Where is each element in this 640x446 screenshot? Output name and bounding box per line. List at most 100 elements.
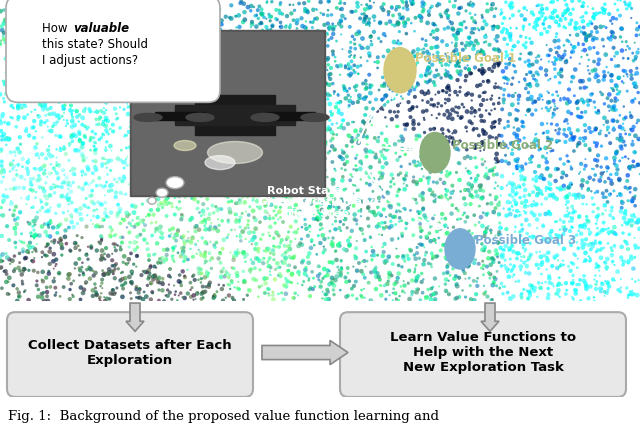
Point xyxy=(499,140,509,147)
Point xyxy=(488,259,499,266)
Point xyxy=(500,142,511,149)
Point xyxy=(97,201,107,208)
Point xyxy=(633,161,640,169)
Point xyxy=(301,191,312,198)
Point xyxy=(607,20,617,27)
Point xyxy=(389,38,399,45)
Point xyxy=(541,184,552,191)
Point xyxy=(454,249,465,256)
Point xyxy=(442,12,452,20)
Point xyxy=(365,207,375,215)
Point xyxy=(237,78,248,85)
Point xyxy=(201,267,211,274)
Point xyxy=(172,101,182,108)
Point xyxy=(177,211,187,218)
Point xyxy=(577,222,588,229)
Point xyxy=(307,76,317,83)
Point xyxy=(434,194,444,201)
Point xyxy=(58,7,68,14)
Point xyxy=(493,24,503,31)
Point xyxy=(629,235,639,242)
Point xyxy=(398,4,408,12)
Point xyxy=(511,116,522,123)
Point xyxy=(280,125,291,132)
Point xyxy=(449,138,459,145)
Point xyxy=(57,243,67,250)
Point xyxy=(94,136,104,143)
Point xyxy=(31,189,42,196)
Point xyxy=(514,8,524,15)
Point xyxy=(89,65,99,72)
Point xyxy=(147,61,157,68)
Point xyxy=(186,279,196,286)
Point xyxy=(182,83,193,91)
Point xyxy=(388,214,398,221)
Point xyxy=(221,13,231,20)
Point xyxy=(307,268,317,275)
Point xyxy=(143,128,153,136)
Point xyxy=(538,130,548,137)
Point xyxy=(394,253,404,260)
Point xyxy=(431,22,441,29)
Point xyxy=(0,178,6,186)
Point xyxy=(282,262,292,269)
Point xyxy=(630,186,640,193)
Point xyxy=(99,271,109,278)
Point xyxy=(523,95,533,103)
Point xyxy=(199,46,209,53)
Point xyxy=(13,289,24,296)
Point xyxy=(556,17,566,24)
Point xyxy=(163,161,173,169)
Point xyxy=(79,286,89,293)
Point xyxy=(202,9,212,16)
Point xyxy=(591,70,602,78)
Point xyxy=(434,111,444,118)
Point xyxy=(87,128,97,135)
Point xyxy=(362,134,372,141)
Point xyxy=(67,247,77,254)
Point xyxy=(481,107,492,114)
Point xyxy=(300,104,310,111)
Point xyxy=(564,191,575,198)
Point xyxy=(261,23,271,30)
Point xyxy=(127,203,137,210)
Point xyxy=(429,82,440,89)
Point xyxy=(136,185,146,192)
Point xyxy=(388,285,399,292)
Point xyxy=(591,285,601,293)
Point xyxy=(100,210,110,217)
Point xyxy=(30,194,40,201)
Point xyxy=(241,28,251,35)
Point xyxy=(410,265,420,272)
Point xyxy=(620,127,630,134)
Point xyxy=(514,145,524,152)
Ellipse shape xyxy=(148,197,156,204)
Point xyxy=(603,280,613,287)
Point xyxy=(227,198,237,205)
Point xyxy=(207,64,217,71)
Point xyxy=(565,227,575,235)
Point xyxy=(94,74,104,82)
Point xyxy=(541,41,552,49)
Point xyxy=(90,147,100,154)
Point xyxy=(357,258,367,265)
Point xyxy=(301,24,312,31)
Point xyxy=(515,251,525,258)
Point xyxy=(49,240,60,247)
Point xyxy=(194,270,204,277)
Point xyxy=(517,199,527,206)
Point xyxy=(28,258,38,265)
Point xyxy=(168,225,178,232)
Point xyxy=(360,112,371,119)
Point xyxy=(465,282,476,289)
Point xyxy=(193,205,203,212)
Point xyxy=(375,169,385,176)
Point xyxy=(182,1,192,8)
Point xyxy=(525,69,535,76)
Point xyxy=(107,96,117,103)
Point xyxy=(540,279,550,286)
Point xyxy=(365,173,375,181)
Point xyxy=(488,281,498,289)
Point xyxy=(188,296,198,303)
Point xyxy=(366,37,376,45)
